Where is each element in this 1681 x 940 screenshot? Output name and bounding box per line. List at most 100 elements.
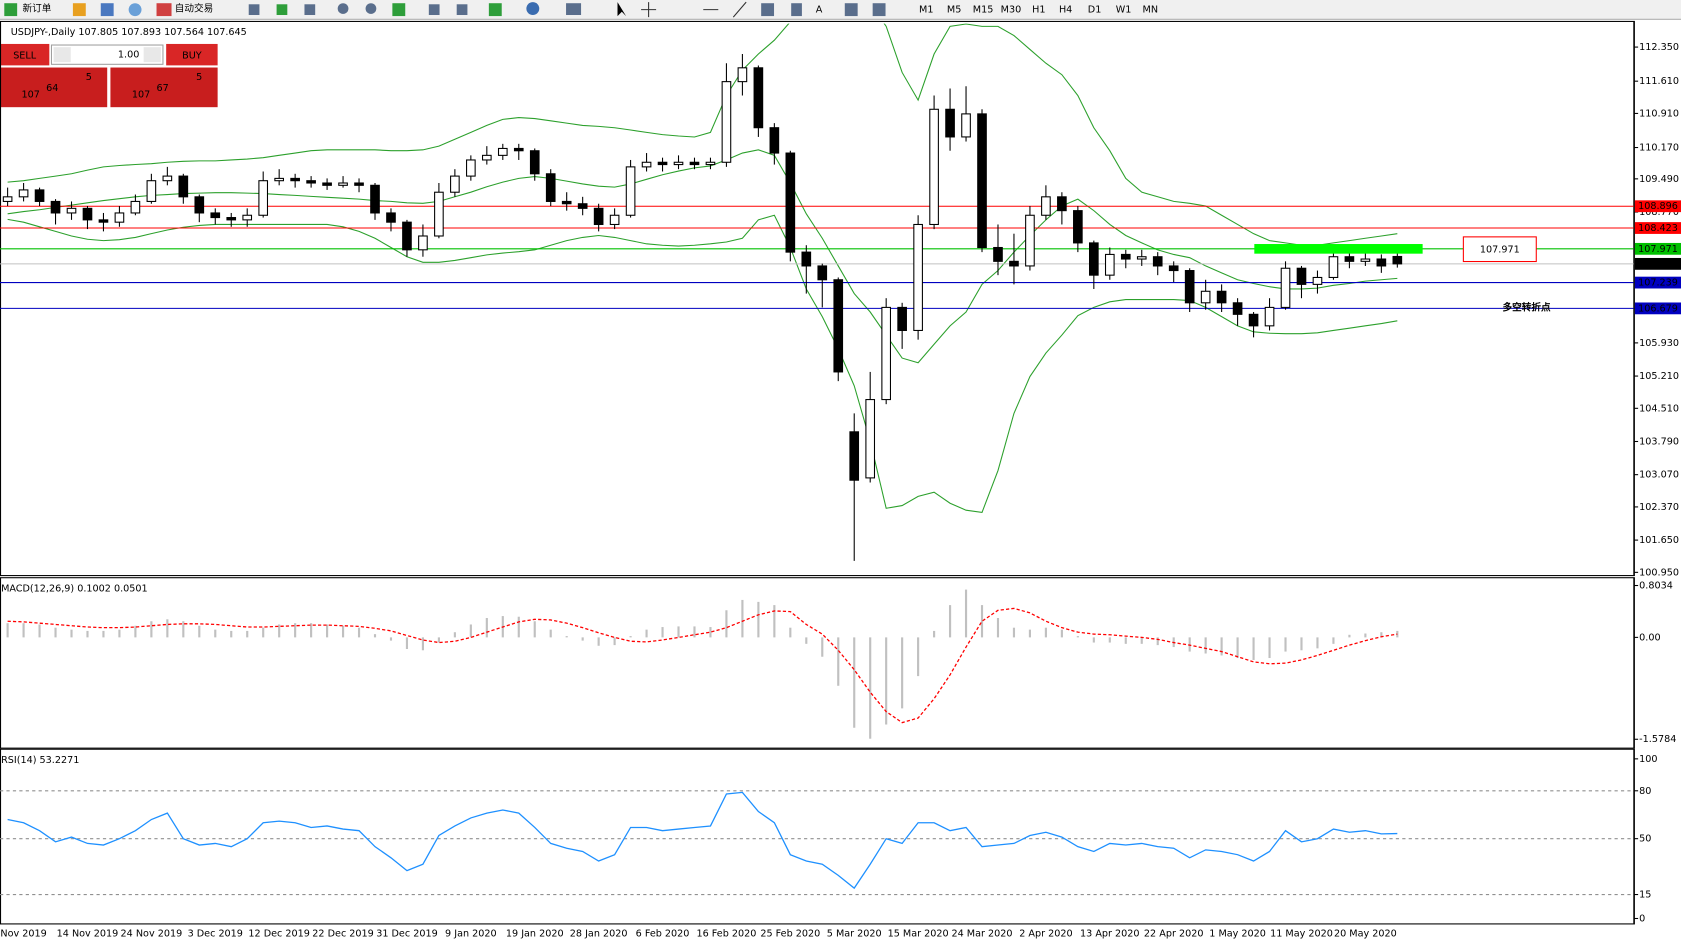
candle-body xyxy=(1280,267,1291,308)
macd-bar xyxy=(86,630,89,638)
toolbar-label[interactable]: 自动交易 xyxy=(175,3,214,15)
icon[interactable] xyxy=(276,4,288,16)
new-order-icon[interactable] xyxy=(4,3,18,17)
annotation-box xyxy=(1462,236,1537,263)
cursor-icon[interactable] xyxy=(617,2,627,17)
candle-body xyxy=(1264,306,1275,327)
icon[interactable] xyxy=(428,4,440,16)
icon[interactable] xyxy=(248,4,260,16)
sell-button[interactable] xyxy=(0,43,50,66)
text-tool[interactable]: A xyxy=(816,5,823,16)
icon[interactable] xyxy=(337,3,349,14)
icon[interactable] xyxy=(791,3,802,17)
icon[interactable] xyxy=(844,3,858,17)
timeframe-button[interactable]: D1 xyxy=(1088,5,1102,16)
icon[interactable] xyxy=(365,3,377,14)
candle-body xyxy=(993,246,1003,262)
candle-body xyxy=(370,184,380,214)
crosshair-icon[interactable] xyxy=(641,2,657,18)
icon[interactable] xyxy=(72,3,86,17)
candle-body xyxy=(609,214,620,226)
macd-bar xyxy=(1044,627,1047,638)
icon[interactable] xyxy=(304,4,316,16)
y-tick-label: 109.490 xyxy=(1639,174,1679,185)
macd-bar xyxy=(805,637,808,644)
macd-bar xyxy=(54,627,57,638)
candle-body xyxy=(146,180,157,202)
x-tick-label: 20 May 2020 xyxy=(1334,929,1397,940)
x-tick-label: 16 Feb 2020 xyxy=(696,929,756,940)
candle-body xyxy=(785,152,796,253)
timeframe-button[interactable]: W1 xyxy=(1116,5,1132,16)
timeframe-button[interactable]: M5 xyxy=(947,5,961,16)
y-tick-label: 103.070 xyxy=(1639,470,1679,481)
macd-bar xyxy=(469,624,472,638)
candle-body xyxy=(162,175,173,182)
timeframe-button[interactable]: M15 xyxy=(973,5,994,16)
macd-bar xyxy=(166,619,169,638)
candle-body xyxy=(226,217,237,221)
macd-bar xyxy=(1188,637,1191,652)
price-label-bg xyxy=(1634,200,1681,213)
candle-body xyxy=(194,196,205,214)
candle-body xyxy=(849,431,860,481)
candle-body xyxy=(482,154,492,161)
macd-bar xyxy=(789,627,792,638)
price-label: 107.239 xyxy=(1638,278,1678,289)
ask-box[interactable] xyxy=(110,67,218,108)
y-tick-label: 0.00 xyxy=(1639,632,1660,643)
macd-bar xyxy=(389,637,393,641)
icon[interactable] xyxy=(526,2,540,16)
candle-body xyxy=(50,200,61,214)
icon[interactable] xyxy=(872,3,886,17)
bid-big-figure: 107 xyxy=(21,89,39,100)
icon[interactable] xyxy=(100,3,114,17)
macd-bar xyxy=(1060,629,1063,638)
candle-body xyxy=(1120,253,1131,260)
timeframe-button[interactable]: H1 xyxy=(1032,5,1045,16)
bid-box[interactable] xyxy=(0,67,108,108)
macd-bar xyxy=(853,637,856,728)
macd-bar xyxy=(214,629,217,638)
lots-down[interactable] xyxy=(53,47,71,63)
candle-body xyxy=(1136,256,1147,260)
icon[interactable] xyxy=(128,3,142,17)
macd-bar xyxy=(677,626,680,638)
lots-up[interactable] xyxy=(143,47,161,63)
lots-input[interactable] xyxy=(50,44,164,65)
icon[interactable] xyxy=(761,3,775,17)
icon[interactable] xyxy=(488,3,502,17)
trade-panel xyxy=(0,43,218,108)
icon[interactable] xyxy=(392,3,406,17)
timeframe-button[interactable]: H4 xyxy=(1059,5,1072,16)
icon[interactable] xyxy=(456,4,468,16)
icon[interactable] xyxy=(566,3,582,16)
buy-button[interactable] xyxy=(166,43,218,66)
auto-trading-icon[interactable] xyxy=(156,3,172,17)
macd-bar xyxy=(1364,633,1367,638)
candle-body xyxy=(1216,290,1227,304)
candle-body xyxy=(1296,267,1307,285)
candle-body xyxy=(1041,196,1051,216)
macd-bar xyxy=(964,589,968,638)
toolbar-label[interactable]: 新订单 xyxy=(23,3,52,15)
macd-bar xyxy=(741,599,744,638)
candle-body xyxy=(98,219,109,223)
macd-bar xyxy=(118,629,121,638)
candle-body xyxy=(529,150,540,175)
line-icons[interactable] xyxy=(703,1,747,18)
timeframe-button[interactable]: MN xyxy=(1143,5,1159,16)
candle-body xyxy=(1057,196,1067,212)
timeframe-button[interactable]: M1 xyxy=(919,5,933,16)
buy-label: BUY xyxy=(182,51,202,62)
macd-bar xyxy=(901,637,904,709)
candle-body xyxy=(897,306,907,331)
macd-bar xyxy=(373,634,377,638)
macd-bar xyxy=(1028,629,1032,638)
candle-body xyxy=(753,67,764,129)
macd-bar xyxy=(357,627,361,638)
y-tick-label: 111.610 xyxy=(1639,76,1679,87)
macd-bar xyxy=(198,625,201,638)
timeframe-button[interactable]: M30 xyxy=(1001,5,1022,16)
